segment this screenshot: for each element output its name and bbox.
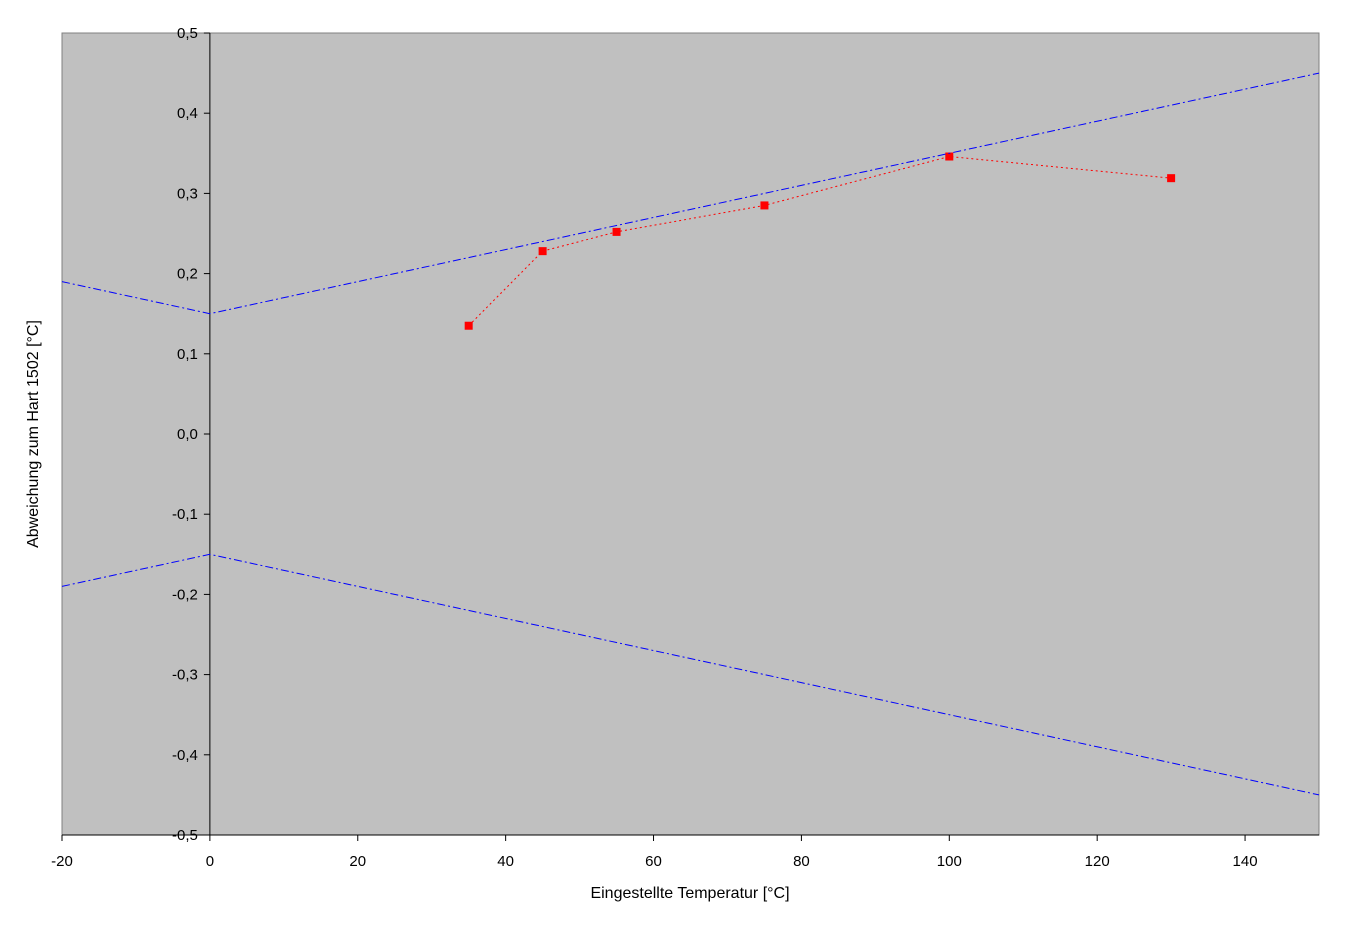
y-tick-labels: 0,5 0,4 0,3 0,2 0,1 0,0 -0,1 -0,2 -0,3 -0,4 -0,5 (172, 25, 198, 844)
data-point-marker (1167, 174, 1176, 183)
x-tick-label: 120 (1085, 853, 1110, 870)
y-tick-label: -0,4 (172, 747, 198, 764)
y-axis-title: Abweichung zum Hart 1502 [°C] (25, 320, 42, 548)
plot-area (61, 32, 1320, 836)
data-point-marker (945, 152, 954, 161)
series-group (61, 72, 1320, 796)
upper-tolerance-line (61, 72, 1320, 315)
data-point-marker (538, 247, 547, 256)
x-tick-label: 20 (349, 853, 366, 870)
y-tick-label: -0,5 (172, 827, 198, 844)
x-axis (61, 834, 1319, 841)
x-tick-label: 140 (1233, 853, 1258, 870)
x-tick-label: 80 (793, 853, 810, 870)
y-tick-label: 0,5 (177, 25, 198, 42)
y-tick-label: -0,1 (172, 506, 198, 523)
y-tick-label: 0,3 (177, 185, 198, 202)
y-tick-label: 0,1 (177, 346, 198, 363)
y-tick-label: 0,0 (177, 426, 198, 443)
x-tick-label: 60 (645, 853, 662, 870)
data-point-marker (612, 227, 621, 236)
y-tick-label: 0,4 (177, 105, 198, 122)
data-point-marker (464, 321, 473, 330)
lower-tolerance-line (61, 553, 1320, 796)
x-tick-labels: -20 0 20 40 60 80 100 120 140 (51, 853, 1257, 870)
y-tick-label: -0,3 (172, 667, 198, 684)
x-axis-title: Eingestellte Temperatur [°C] (590, 885, 789, 902)
x-tick-label: 40 (497, 853, 514, 870)
x-tick-label: -20 (51, 853, 73, 870)
y-tick-label: 0,2 (177, 266, 198, 283)
y-tick-label: -0,2 (172, 586, 198, 603)
x-tick-label: 100 (937, 853, 962, 870)
measurement-line (468, 156, 1172, 327)
data-point-marker (760, 201, 769, 210)
x-tick-label: 0 (206, 853, 214, 870)
